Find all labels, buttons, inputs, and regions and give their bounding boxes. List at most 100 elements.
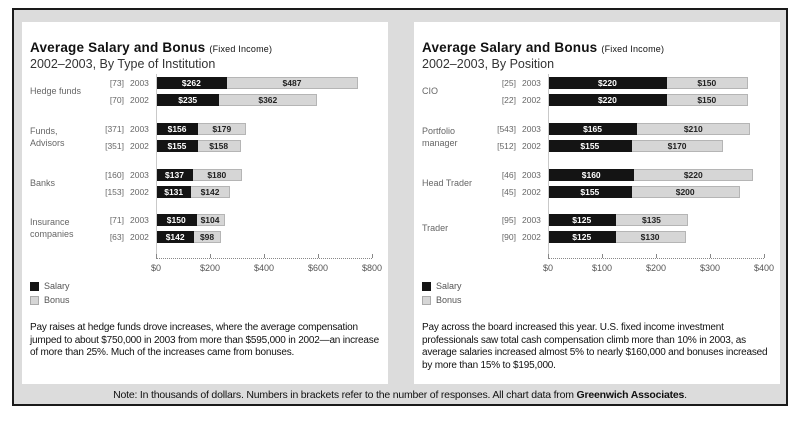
axis-baseline xyxy=(548,74,549,258)
stacked-bar: $160 $220 xyxy=(548,169,754,181)
year-label: 2002 xyxy=(522,187,541,197)
salary-segment: $155 xyxy=(156,140,198,152)
stacked-bar: $155 $158 xyxy=(156,140,241,152)
stacked-bar: $220 $150 xyxy=(548,94,748,106)
response-count: [45] xyxy=(501,187,516,197)
x-tick-label: $300 xyxy=(699,263,721,273)
bonus-segment: $142 xyxy=(191,186,230,198)
salary-segment: $125 xyxy=(548,214,616,226)
legend-bonus: Bonus xyxy=(30,293,70,307)
group-label: CIO xyxy=(422,86,439,96)
salary-segment: $165 xyxy=(548,123,638,135)
x-tick xyxy=(548,254,549,258)
stacked-bar: $150 $104 xyxy=(156,214,225,226)
salary-segment: $160 xyxy=(548,169,635,181)
x-tick xyxy=(764,254,765,258)
panel-by-institution: Average Salary and Bonus (Fixed Income) 2… xyxy=(22,22,388,384)
x-tick xyxy=(156,254,157,258)
year-label: 2003 xyxy=(130,215,149,225)
response-count: [543] xyxy=(497,124,516,134)
legend-bonus: Bonus xyxy=(422,293,462,307)
bonus-segment: $130 xyxy=(615,231,686,243)
stacked-bar: $156 $179 xyxy=(156,123,247,135)
group-label: Portfolio manager xyxy=(422,126,458,148)
stacked-bar: $262 $487 xyxy=(156,77,359,89)
year-label: 2003 xyxy=(522,170,541,180)
x-tick xyxy=(264,254,265,258)
salary-segment: $220 xyxy=(548,77,667,89)
year-label: 2003 xyxy=(130,124,149,134)
stacked-bar: $235 $362 xyxy=(156,94,318,106)
chart-title: Average Salary and Bonus (Fixed Income) xyxy=(422,40,665,55)
bonus-segment: $150 xyxy=(666,77,748,89)
x-tick-label: $800 xyxy=(361,263,383,273)
response-count: [73] xyxy=(109,78,124,88)
year-label: 2002 xyxy=(130,187,149,197)
chart-caption: Pay across the board increased this year… xyxy=(422,322,768,371)
x-axis xyxy=(548,258,764,259)
response-count: [63] xyxy=(109,232,124,242)
bonus-swatch-icon xyxy=(30,295,39,305)
footnote: Note: In thousands of dollars. Numbers i… xyxy=(113,389,687,401)
salary-segment: $131 xyxy=(156,186,192,198)
chart-title: Average Salary and Bonus (Fixed Income) xyxy=(30,40,273,55)
x-tick-label: $0 xyxy=(542,263,554,273)
year-label: 2003 xyxy=(130,78,149,88)
response-count: [22] xyxy=(501,95,516,105)
legend: Salary Bonus xyxy=(422,279,462,307)
salary-segment: $235 xyxy=(156,94,220,106)
x-tick-label: $0 xyxy=(150,263,162,273)
response-count: [95] xyxy=(501,215,516,225)
bonus-segment: $220 xyxy=(634,169,754,181)
bonus-segment: $98 xyxy=(194,231,221,243)
x-tick xyxy=(318,254,319,258)
chart-subtitle: 2002–2003, By Type of Institution xyxy=(30,57,216,71)
bonus-segment: $180 xyxy=(192,169,242,181)
x-tick-label: $100 xyxy=(591,263,613,273)
salary-segment: $262 xyxy=(156,77,227,89)
response-count: [71] xyxy=(109,215,124,225)
bonus-segment: $487 xyxy=(226,77,359,89)
panel-by-position: Average Salary and Bonus (Fixed Income) 2… xyxy=(414,22,780,384)
year-label: 2002 xyxy=(130,232,149,242)
salary-segment: $125 xyxy=(548,231,616,243)
legend: Salary Bonus xyxy=(30,279,70,307)
response-count: [371] xyxy=(105,124,124,134)
x-tick xyxy=(710,254,711,258)
group-label: Hedge funds xyxy=(30,86,82,96)
stacked-bar: $155 $170 xyxy=(548,140,724,152)
group-label: Head Trader xyxy=(422,178,473,188)
figure-frame: Average Salary and Bonus (Fixed Income) 2… xyxy=(12,8,788,406)
salary-segment: $137 xyxy=(156,169,193,181)
chart-subtitle: 2002–2003, By Position xyxy=(422,57,555,71)
response-count: [70] xyxy=(109,95,124,105)
x-tick xyxy=(602,254,603,258)
salary-segment: $155 xyxy=(548,186,632,198)
bonus-segment: $150 xyxy=(666,94,748,106)
salary-segment: $155 xyxy=(548,140,632,152)
source-name: Greenwich Associates xyxy=(576,389,685,401)
stacked-bar: $220 $150 xyxy=(548,77,748,89)
chart-title-tag: (Fixed Income) xyxy=(601,44,665,54)
year-label: 2002 xyxy=(522,232,541,242)
group-label: Insurance companies xyxy=(30,217,74,239)
bonus-swatch-icon xyxy=(422,295,431,305)
year-label: 2003 xyxy=(130,170,149,180)
year-label: 2003 xyxy=(522,215,541,225)
stacked-bar: $131 $142 xyxy=(156,186,230,198)
bonus-segment: $179 xyxy=(198,123,247,135)
response-count: [160] xyxy=(105,170,124,180)
x-tick xyxy=(656,254,657,258)
year-label: 2003 xyxy=(522,78,541,88)
group-label: Trader xyxy=(422,223,449,233)
bonus-segment: $210 xyxy=(637,123,751,135)
response-count: [25] xyxy=(501,78,516,88)
stacked-bar: $137 $180 xyxy=(156,169,242,181)
stacked-bar: $142 $98 xyxy=(156,231,221,243)
salary-segment: $220 xyxy=(548,94,667,106)
salary-segment: $156 xyxy=(156,123,199,135)
chart-title-tag: (Fixed Income) xyxy=(209,44,273,54)
year-label: 2003 xyxy=(522,124,541,134)
response-count: [512] xyxy=(497,141,516,151)
stacked-bar: $125 $135 xyxy=(548,214,689,226)
